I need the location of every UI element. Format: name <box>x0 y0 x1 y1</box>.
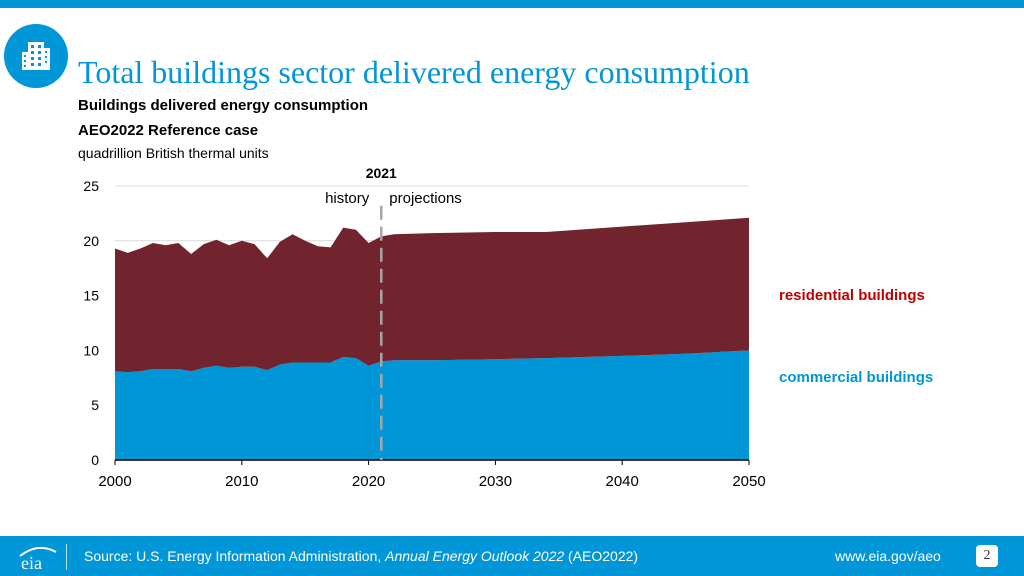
x-tick-label: 2020 <box>352 473 385 490</box>
footer-bar: eia Source: U.S. Energy Information Admi… <box>0 536 1024 576</box>
y-tick-label: 20 <box>83 233 99 249</box>
footer-divider <box>66 544 67 570</box>
legend-residential: residential buildings <box>779 287 925 304</box>
y-tick-label: 25 <box>83 178 99 194</box>
x-tick-label: 2000 <box>98 473 131 490</box>
x-tick-label: 2010 <box>225 473 258 490</box>
building-icon <box>22 42 50 70</box>
legend-commercial: commercial buildings <box>779 369 934 386</box>
unit-label: quadrillion British thermal units <box>78 145 269 161</box>
series-area-commercial <box>115 350 749 460</box>
x-tick-label: 2050 <box>732 473 765 490</box>
page-number: 2 <box>976 545 998 567</box>
top-accent-bar <box>0 0 1024 8</box>
y-tick-label: 5 <box>91 397 99 413</box>
series-area-residential <box>115 217 749 373</box>
y-tick-label: 15 <box>83 288 99 304</box>
divider-year-label: 2021 <box>366 165 397 181</box>
eia-logo: eia <box>19 546 57 572</box>
area-chart: 0 5 10 15 20 25 2000 2010 2020 2030 2040 2050 2021 hi… <box>83 165 765 490</box>
y-tick-label: 0 <box>91 452 99 468</box>
x-tick-label: 2040 <box>606 473 639 490</box>
page-title: Total buildings sector delivered energy … <box>78 54 750 90</box>
y-tick-label: 10 <box>83 342 99 358</box>
site-link[interactable]: www.eia.gov/aeo <box>835 548 941 564</box>
x-tick-label: 2030 <box>479 473 512 490</box>
case-label: AEO2022 Reference case <box>78 122 259 139</box>
projections-label: projections <box>389 190 462 207</box>
chart-subtitle: Buildings delivered energy consumption <box>78 97 369 114</box>
source-text: Source: U.S. Energy Information Administ… <box>84 548 639 564</box>
logo-badge <box>4 24 68 88</box>
eia-logo-text: eia <box>21 553 42 572</box>
history-label: history <box>325 190 370 207</box>
